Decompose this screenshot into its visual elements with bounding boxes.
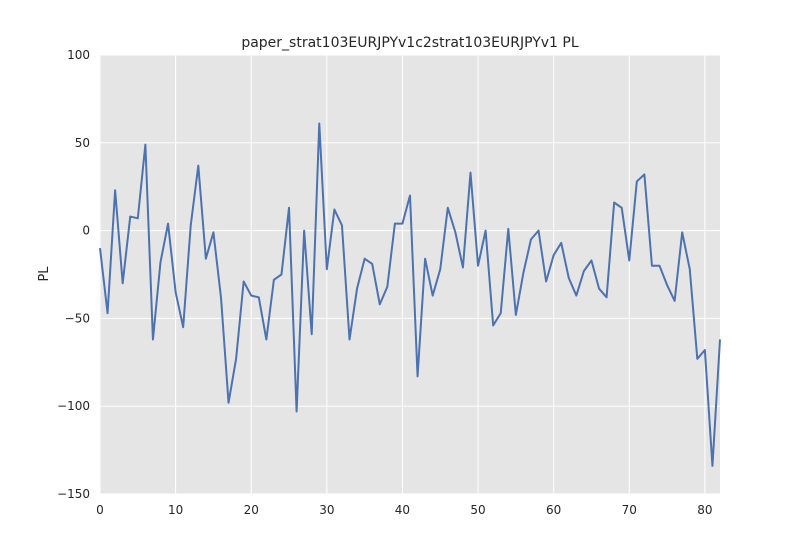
x-tick-label: 60 (546, 503, 561, 517)
x-tick-label: 50 (470, 503, 485, 517)
x-tick-label: 30 (319, 503, 334, 517)
y-tick-label: −50 (65, 311, 90, 325)
y-axis-ticks: 100 50 0 −50 −100 −150 (57, 48, 90, 501)
y-tick-label: 100 (67, 48, 90, 62)
x-tick-label: 20 (244, 503, 259, 517)
chart-title: paper_strat103EURJPYv1c2strat103EURJPYv1… (241, 35, 579, 51)
x-tick-label: 70 (622, 503, 637, 517)
y-tick-label: 50 (75, 136, 90, 150)
x-tick-label: 0 (96, 503, 104, 517)
series-line-pl (99, 122, 721, 467)
y-tick-label: 0 (82, 224, 90, 238)
x-tick-label: 10 (168, 503, 183, 517)
y-axis-label: PL (37, 266, 52, 282)
y-tick-label: −100 (57, 399, 90, 413)
x-axis-ticks: 0 10 20 30 40 50 60 70 80 (96, 503, 712, 517)
x-tick-label: 40 (395, 503, 410, 517)
y-tick-label: −150 (57, 487, 90, 501)
plot-background (100, 55, 720, 494)
x-tick-label: 80 (697, 503, 712, 517)
